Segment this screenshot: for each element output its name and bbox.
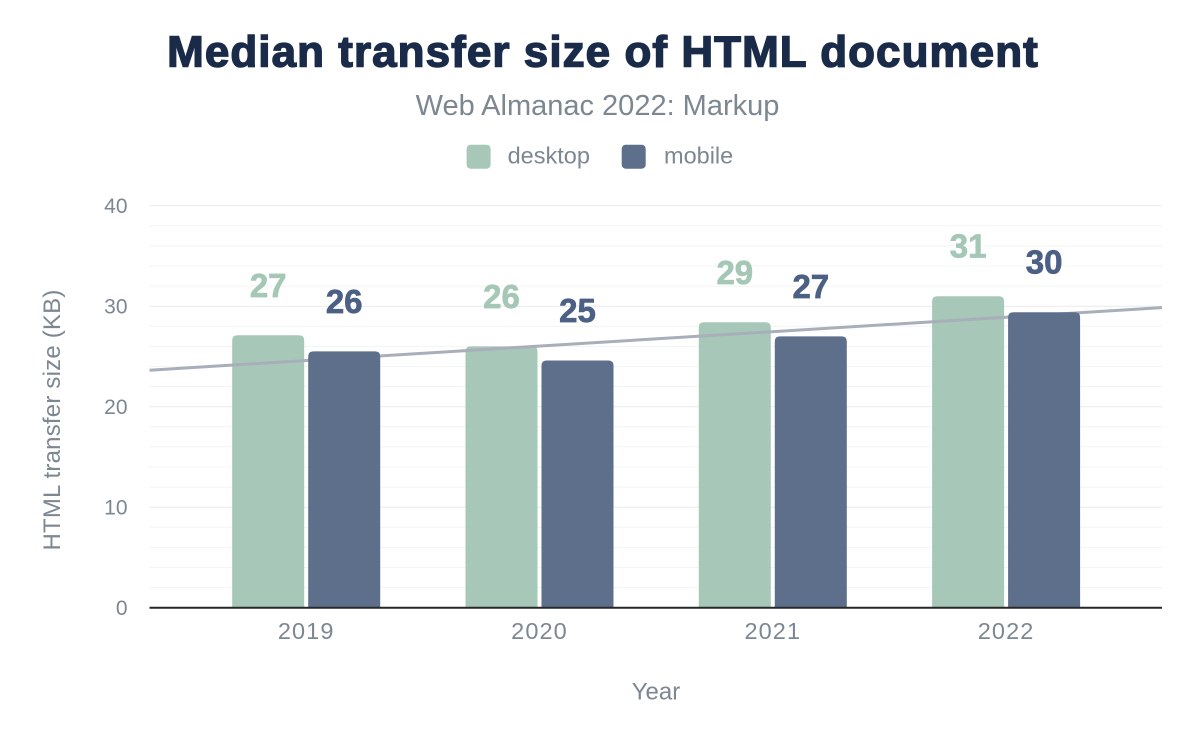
svg-text:Median transfer size of HTML d: Median transfer size of HTML document <box>167 28 1039 77</box>
svg-text:10: 10 <box>104 497 127 520</box>
svg-text:27: 27 <box>792 268 829 305</box>
svg-text:desktop: desktop <box>508 143 590 169</box>
svg-text:20: 20 <box>104 396 127 419</box>
svg-text:Web Almanac 2022: Markup: Web Almanac 2022: Markup <box>416 90 780 122</box>
svg-text:2019: 2019 <box>278 618 335 644</box>
svg-text:30: 30 <box>1026 244 1063 281</box>
svg-text:mobile: mobile <box>664 143 733 169</box>
svg-text:30: 30 <box>104 296 127 319</box>
svg-text:27: 27 <box>250 267 287 304</box>
svg-text:2021: 2021 <box>744 618 801 644</box>
svg-text:40: 40 <box>104 195 127 218</box>
svg-text:2020: 2020 <box>511 618 568 644</box>
svg-text:25: 25 <box>559 292 596 329</box>
svg-text:29: 29 <box>716 254 753 291</box>
svg-text:0: 0 <box>116 597 128 620</box>
svg-text:2022: 2022 <box>978 618 1035 644</box>
svg-text:31: 31 <box>950 228 987 265</box>
svg-text:26: 26 <box>483 278 520 315</box>
svg-text:26: 26 <box>326 283 363 320</box>
svg-text:Year: Year <box>632 679 681 706</box>
svg-text:HTML transfer size (KB): HTML transfer size (KB) <box>39 289 66 550</box>
